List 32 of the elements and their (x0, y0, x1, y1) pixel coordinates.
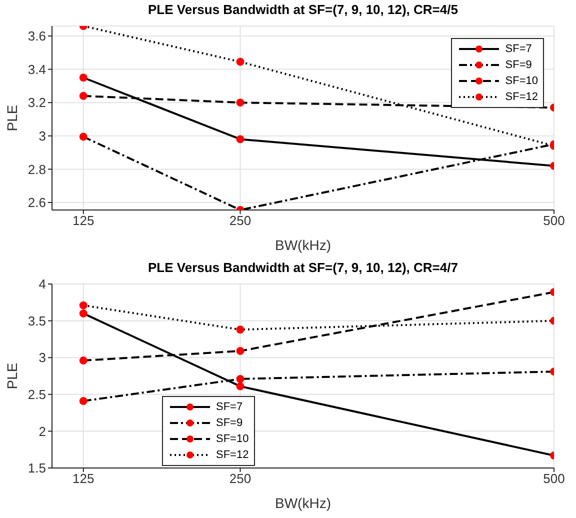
x-tick-label: 125 (72, 213, 94, 228)
y-tick-label: 2.8 (28, 162, 46, 177)
legend-label: SF=10 (216, 433, 249, 445)
legend-label: SF=7 (505, 43, 532, 55)
x-tick-label: 125 (72, 471, 94, 486)
y-tick-label: 3.2 (28, 95, 46, 110)
y-tick-label: 3.5 (28, 313, 46, 328)
x-tick-label: 250 (229, 471, 252, 486)
legend-label: SF=10 (505, 75, 538, 87)
y-tick-label: 4 (38, 276, 46, 292)
x-tick-label: 500 (543, 471, 565, 486)
y-tick-label: 1.5 (28, 460, 46, 476)
y-tick-label: 3.4 (28, 62, 46, 77)
y-tick-label: 2.6 (28, 195, 46, 210)
legend-label: SF=12 (216, 449, 249, 461)
y-tick-label: 2.5 (28, 387, 46, 402)
y-tick-label: 3.6 (28, 28, 46, 44)
legend-label: SF=12 (505, 91, 538, 103)
y-tick-label: 3 (38, 350, 46, 366)
x-axis-title: BW(kHz) (275, 237, 331, 253)
legend-label: SF=7 (216, 401, 243, 413)
y-axis-title: PLE (4, 362, 20, 390)
legend-label: SF=9 (505, 59, 532, 71)
x-tick-label: 500 (543, 213, 565, 228)
chart-title: PLE Versus Bandwidth at SF=(7, 9, 10, 12), CR=4/5 (147, 1, 459, 19)
legend-label: SF=9 (216, 417, 243, 429)
x-tick-label: 250 (229, 213, 252, 228)
chart-title: PLE Versus Bandwidth at SF=(7, 9, 10, 12), CR=4/7 (147, 259, 459, 277)
y-tick-label: 3 (38, 128, 46, 144)
y-tick-label: 2 (38, 424, 46, 439)
x-axis-title: BW(kHz) (275, 495, 331, 511)
y-axis-title: PLE (4, 104, 20, 132)
